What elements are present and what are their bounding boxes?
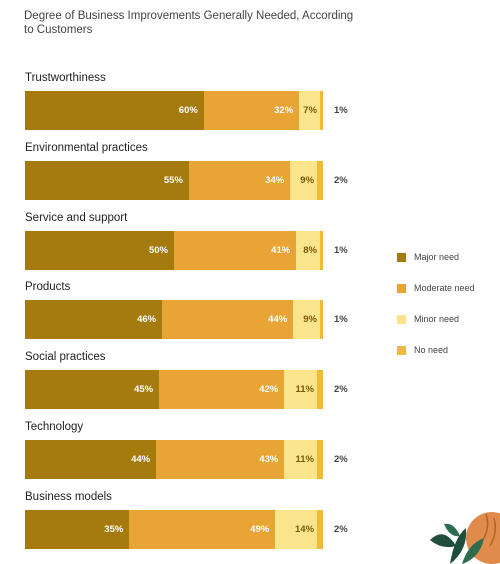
bar-segment-moderate-need: 32% [203,91,300,130]
legend-item: Moderate need [397,283,475,293]
data-label: 32% [274,105,294,116]
category-label: Business models [25,490,112,503]
bar-segment-no-need [320,300,323,340]
data-label: 1% [334,314,348,326]
bar-segment-major-need: 45% [25,370,160,410]
bar-segment-no-need [317,440,323,479]
legend-label: Minor need [414,314,460,324]
bar-segment-moderate-need: 44% [162,300,294,340]
data-label: 8% [303,244,317,256]
bar-segment-minor-need: 9% [290,160,318,200]
bar-segment-no-need [317,160,323,200]
data-label: 1% [334,105,348,116]
stacked-bar: 35% 49% 14% [25,509,323,549]
bar-segment-minor-need: 8% [296,230,320,270]
bar-segment-moderate-need: 34% [188,160,291,200]
data-label: 2% [334,384,348,396]
chart-title: Degree of Business Improvements Generall… [24,10,354,36]
category-label: Environmental practices [25,141,148,154]
data-label: 14% [295,523,315,535]
data-label: 7% [303,105,318,116]
legend-item: Minor need [397,314,459,324]
bar-segment-moderate-need: 41% [174,230,297,270]
data-label: 34% [265,174,285,186]
bar-segment-minor-need: 14% [275,509,318,549]
bar-segment-major-need: 50% [25,230,174,270]
bar-segment-major-need: 35% [25,509,130,549]
bar-segment-major-need: 55% [25,160,189,200]
data-label: 2% [334,454,348,465]
bar-segment-no-need [320,91,323,130]
stacked-bar: 60% 32% 7% [25,91,323,130]
data-label: 11% [295,454,315,465]
bar-segment-moderate-need: 43% [156,440,285,479]
bar-segment-minor-need: 9% [293,300,320,340]
legend-swatch [397,345,406,355]
data-label: 9% [300,174,315,186]
data-label: 43% [259,454,279,465]
data-label: 35% [104,523,124,535]
bar-segment-moderate-need: 49% [129,509,276,549]
legend-label: No need [414,345,449,355]
data-label: 46% [137,314,157,326]
data-label: 41% [271,244,291,256]
legend-item: No need [397,345,448,355]
bar-segment-no-need [320,230,323,270]
legend-swatch [397,283,406,293]
bar-segment-minor-need: 11% [284,370,318,410]
bar-segment-no-need [317,509,323,549]
bar-segment-no-need [317,370,323,410]
data-label: 45% [134,384,154,396]
stacked-bar: 45% 42% 11% [25,370,323,410]
data-label: 44% [131,454,151,465]
data-label: 60% [178,105,198,116]
bar-segment-minor-need: 7% [299,91,321,130]
category-label: Products [25,281,71,294]
stacked-bar: 50% 41% 8% [25,230,323,270]
data-label: 2% [334,523,348,535]
data-label: 42% [259,384,279,396]
bar-segment-major-need: 44% [25,440,157,479]
data-label: 11% [295,384,315,396]
category-label: Service and support [25,211,128,224]
data-label: 44% [268,314,288,326]
data-label: 55% [163,174,183,186]
leaf-decoration-icon [430,512,500,564]
legend-label: Moderate need [414,283,475,293]
data-label: 9% [303,314,317,326]
stacked-bar: 46% 44% 9% [25,300,323,340]
legend-label: Major need [414,252,460,262]
data-label: 1% [334,244,348,256]
legend-swatch [397,314,406,324]
legend-swatch [397,252,406,262]
stacked-bar: 44% 43% 11% [25,440,323,479]
legend-item: Major need [397,252,459,262]
bar-segment-major-need: 46% [25,300,163,340]
bar-chart: Trustworthiness 60% 32% 7% 1% Environmental p… [25,72,348,549]
data-label: 49% [250,523,270,535]
data-label: 2% [334,174,348,186]
category-label: Trustworthiness [25,72,106,84]
category-label: Social practices [25,351,106,364]
bar-segment-moderate-need: 42% [159,370,285,410]
bar-segment-major-need: 60% [25,91,204,130]
bar-segment-minor-need: 11% [284,440,318,479]
category-label: Technology [25,421,84,433]
stacked-bar: 55% 34% 9% [25,160,323,200]
data-label: 50% [148,244,168,256]
